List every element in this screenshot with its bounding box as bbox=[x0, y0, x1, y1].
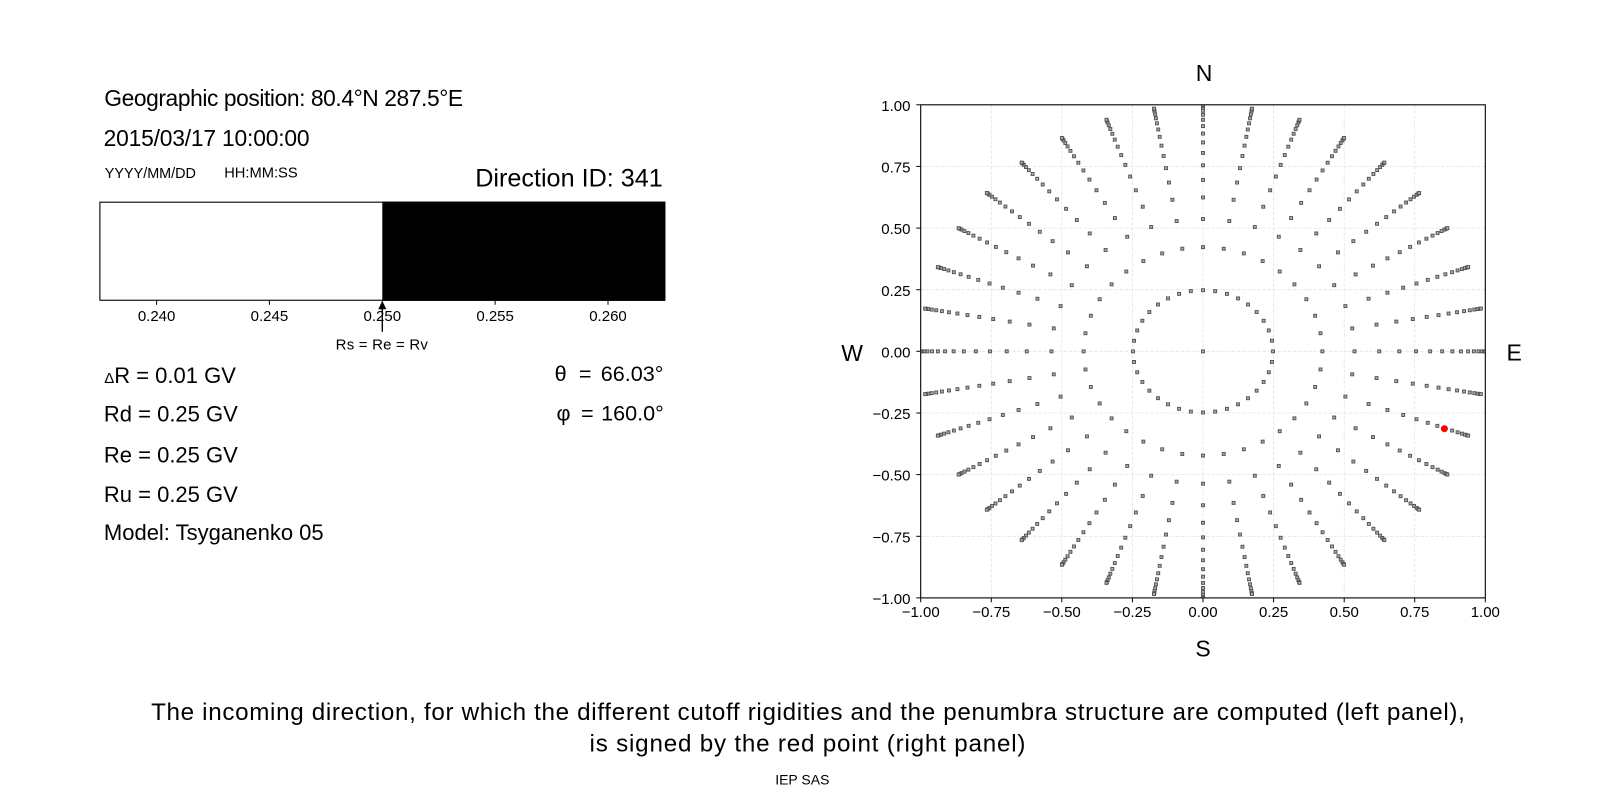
svg-text:−0.50: −0.50 bbox=[873, 468, 911, 485]
svg-text:0.240: 0.240 bbox=[138, 308, 176, 325]
svg-text:−0.50: −0.50 bbox=[1043, 604, 1081, 621]
svg-text:−0.25: −0.25 bbox=[1113, 604, 1151, 621]
svg-text:−0.75: −0.75 bbox=[972, 604, 1010, 621]
svg-text:1.00: 1.00 bbox=[881, 98, 910, 115]
svg-text:E: E bbox=[1507, 339, 1522, 365]
svg-text:0.255: 0.255 bbox=[476, 308, 514, 325]
svg-text:−0.25: −0.25 bbox=[873, 406, 911, 423]
svg-text:Re = 0.25 GV: Re = 0.25 GV bbox=[104, 442, 238, 467]
svg-text:−0.75: −0.75 bbox=[873, 529, 911, 546]
svg-text:Model: Tsyganenko 05: Model: Tsyganenko 05 bbox=[104, 520, 324, 545]
svg-text:N: N bbox=[1196, 60, 1213, 86]
svg-text:−1.00: −1.00 bbox=[902, 604, 940, 621]
svg-text:0.50: 0.50 bbox=[881, 221, 910, 238]
svg-text:Geographic position: 80.4°N 28: Geographic position: 80.4°N 287.5°E bbox=[104, 85, 463, 111]
svg-text:0.25: 0.25 bbox=[881, 283, 910, 300]
svg-text:W: W bbox=[841, 340, 863, 366]
svg-text:0.260: 0.260 bbox=[589, 308, 627, 325]
svg-text:is signed by the red point (ri: is signed by the red point (right panel) bbox=[590, 730, 1027, 757]
svg-text:S: S bbox=[1195, 636, 1210, 662]
svg-text:2015/03/17 10:00:00: 2015/03/17 10:00:00 bbox=[104, 125, 310, 151]
svg-text:Direction ID: 341: Direction ID: 341 bbox=[475, 165, 663, 193]
svg-text:1.00: 1.00 bbox=[1471, 604, 1500, 621]
svg-text:IEP SAS: IEP SAS bbox=[775, 772, 829, 788]
svg-text:0.50: 0.50 bbox=[1330, 604, 1359, 621]
svg-text:ΔR = 0.01 GV: ΔR = 0.01 GV bbox=[104, 363, 236, 388]
svg-text:0.25: 0.25 bbox=[1259, 604, 1288, 621]
svg-text:The incoming direction, for wh: The incoming direction, for which the di… bbox=[151, 699, 1465, 726]
svg-text:Rs = Re = Rv: Rs = Re = Rv bbox=[336, 337, 429, 354]
svg-text:HH:MM:SS: HH:MM:SS bbox=[224, 165, 298, 181]
svg-text:0.00: 0.00 bbox=[881, 344, 910, 361]
svg-text:0.75: 0.75 bbox=[1400, 604, 1429, 621]
svg-text:YYYY/MM/DD: YYYY/MM/DD bbox=[105, 166, 196, 182]
svg-text:Ru = 0.25 GV: Ru = 0.25 GV bbox=[104, 482, 238, 507]
svg-text:0.245: 0.245 bbox=[251, 308, 289, 325]
svg-text:Rd = 0.25 GV: Rd = 0.25 GV bbox=[104, 401, 238, 426]
svg-text:0.75: 0.75 bbox=[881, 160, 910, 177]
svg-text:0.00: 0.00 bbox=[1188, 604, 1217, 621]
svg-text:−1.00: −1.00 bbox=[873, 591, 911, 608]
